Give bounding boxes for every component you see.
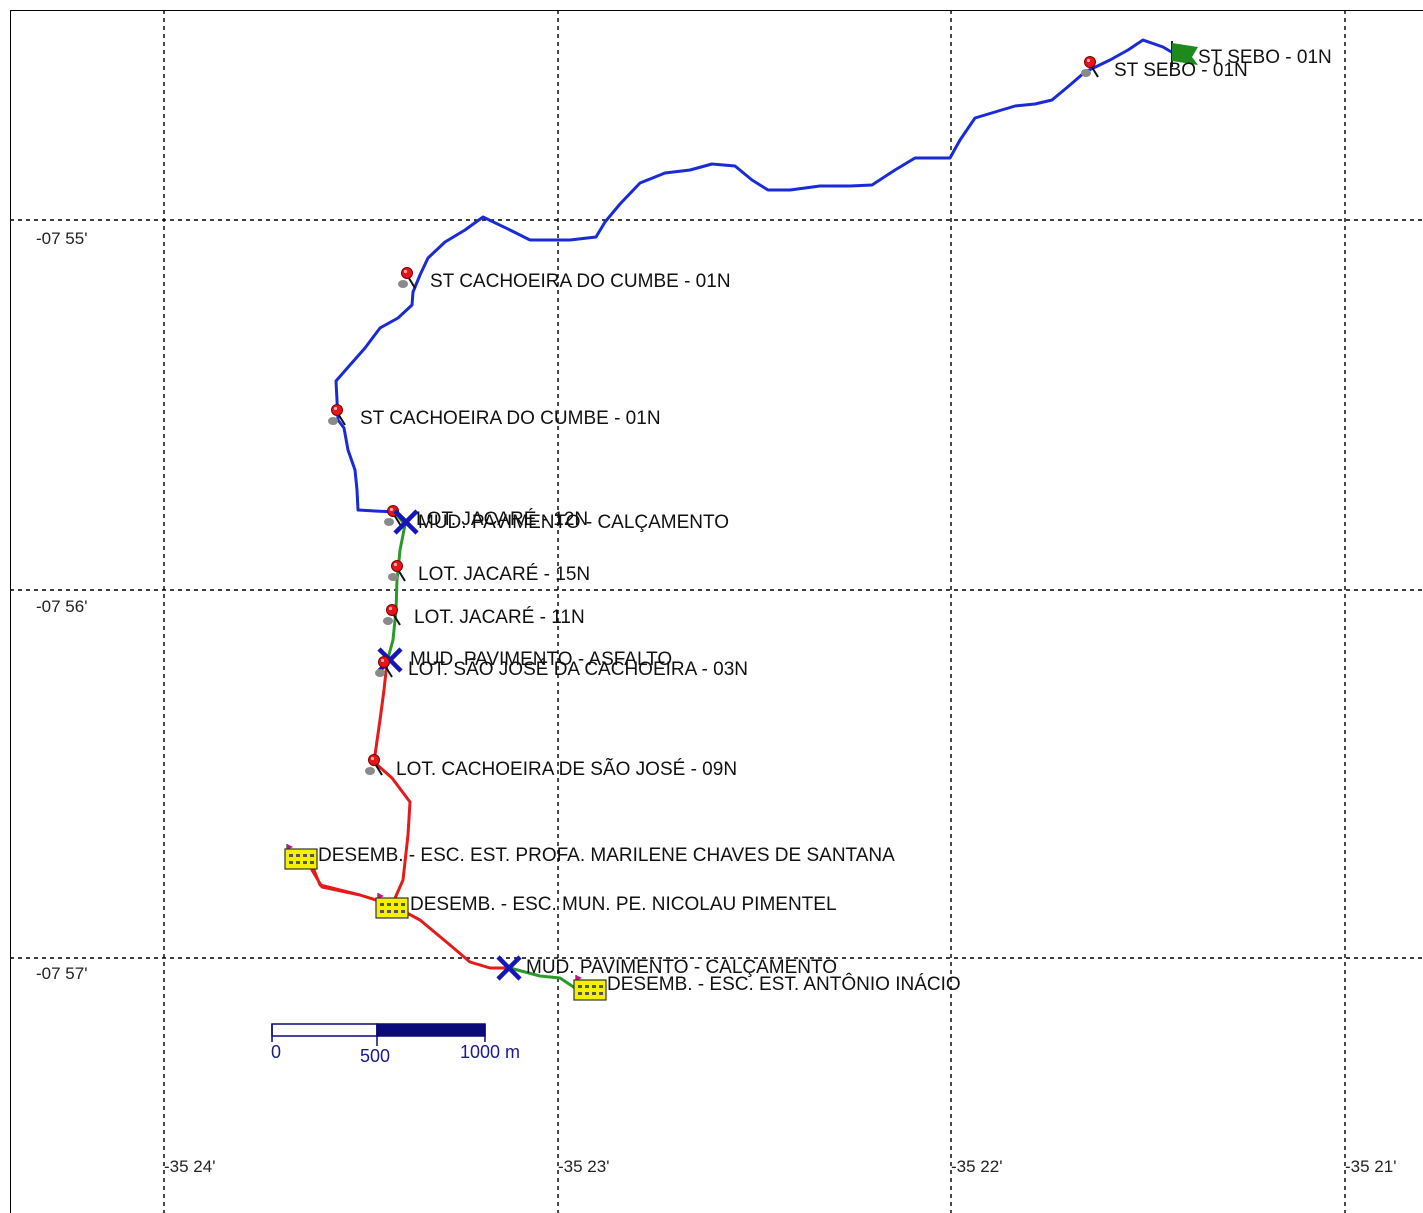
graticule [10,10,1423,1213]
lat-label: -07 57' [36,964,87,983]
waypoint-label[interactable]: LOT. JACARÉ - 15N [418,564,590,585]
waypoint-label[interactable]: ST SEBO - 01N [1198,47,1332,68]
school-building-icon[interactable] [573,975,607,1001]
route-segment-blue[interactable] [334,38,1181,514]
red-pin-icon[interactable] [1081,56,1099,78]
blue-x-icon[interactable] [393,509,419,535]
markers [284,41,1198,1001]
waypoint-label[interactable]: ST SEBO - 01N [1114,60,1248,81]
waypoint-label[interactable]: LOT. SÃO JOSÉ DA CACHOEIRA - 03N [408,658,748,680]
lon-label: -35 23' [558,1157,609,1176]
waypoint-label[interactable]: ST CACHOEIRA DO CUMBE - 01N [430,271,731,292]
scale-label: 0 [271,1042,281,1062]
green-flag-icon[interactable] [1171,41,1198,67]
scale-bar-dark-segment [376,1023,486,1037]
waypoint-label[interactable]: LOT. JACARÉ - 11N [414,607,585,628]
scale-label: 500 [360,1046,390,1066]
waypoint-label[interactable]: MUD. PAVIMENTO - CALÇAMENTO [526,957,837,978]
waypoint-label[interactable]: ST CACHOEIRA DO CUMBE - 01N [360,408,661,429]
lon-label: -35 22' [951,1157,1002,1176]
waypoint-label[interactable]: LOT. JACARÉ - 12N [416,509,588,530]
scale-bar-light-segment [271,1023,378,1037]
lat-label: -07 55' [36,229,87,248]
waypoint-label[interactable]: DESEMB. - ESC. EST. PROFA. MARILENE CHAV… [318,845,895,866]
school-building-icon[interactable] [284,844,318,870]
route-segment-green[interactable] [509,966,579,992]
red-pin-icon[interactable] [384,505,402,527]
red-pin-icon[interactable] [388,560,406,582]
route-segment-red[interactable] [304,661,510,970]
blue-x-icon[interactable] [496,955,522,981]
waypoint-label[interactable]: DESEMB. - ESC. MUN. PE. NICOLAU PIMENTEL [410,894,837,915]
lat-label: -07 56' [36,597,87,616]
red-pin-icon[interactable] [383,604,401,626]
waypoint-label[interactable]: LOT. CACHOEIRA DE SÃO JOSÉ - 09N [396,758,737,780]
map-frame[interactable] [10,10,1423,1213]
school-building-icon[interactable] [375,893,409,919]
lon-label: -35 24' [164,1157,215,1176]
route-segment-green[interactable] [385,511,407,663]
red-pin-icon[interactable] [365,754,383,776]
coordinate-labels: -07 55' -07 56' -07 57' -35 24' -35 23' … [36,229,1396,1176]
red-pin-icon[interactable] [375,656,393,678]
waypoint-label[interactable]: MUD. PAVIMENTO - ASFALTO [410,649,672,670]
waypoint-label[interactable]: MUD. PAVIMENTO - CALÇAMENTO [418,512,729,533]
lon-label: -35 21' [1345,1157,1396,1176]
scale-label: 1000 m [460,1042,520,1062]
waypoint-labels: ST SEBO - 01N ST SEBO - 01N ST CACHOEIRA… [318,47,1332,995]
waypoint-label[interactable]: DESEMB. - ESC. EST. ANTÔNIO INÁCIO [607,973,961,995]
red-pin-icon[interactable] [398,267,416,289]
scale-bar: 0 500 1000 m [271,1023,520,1066]
red-pin-icon[interactable] [328,404,346,426]
